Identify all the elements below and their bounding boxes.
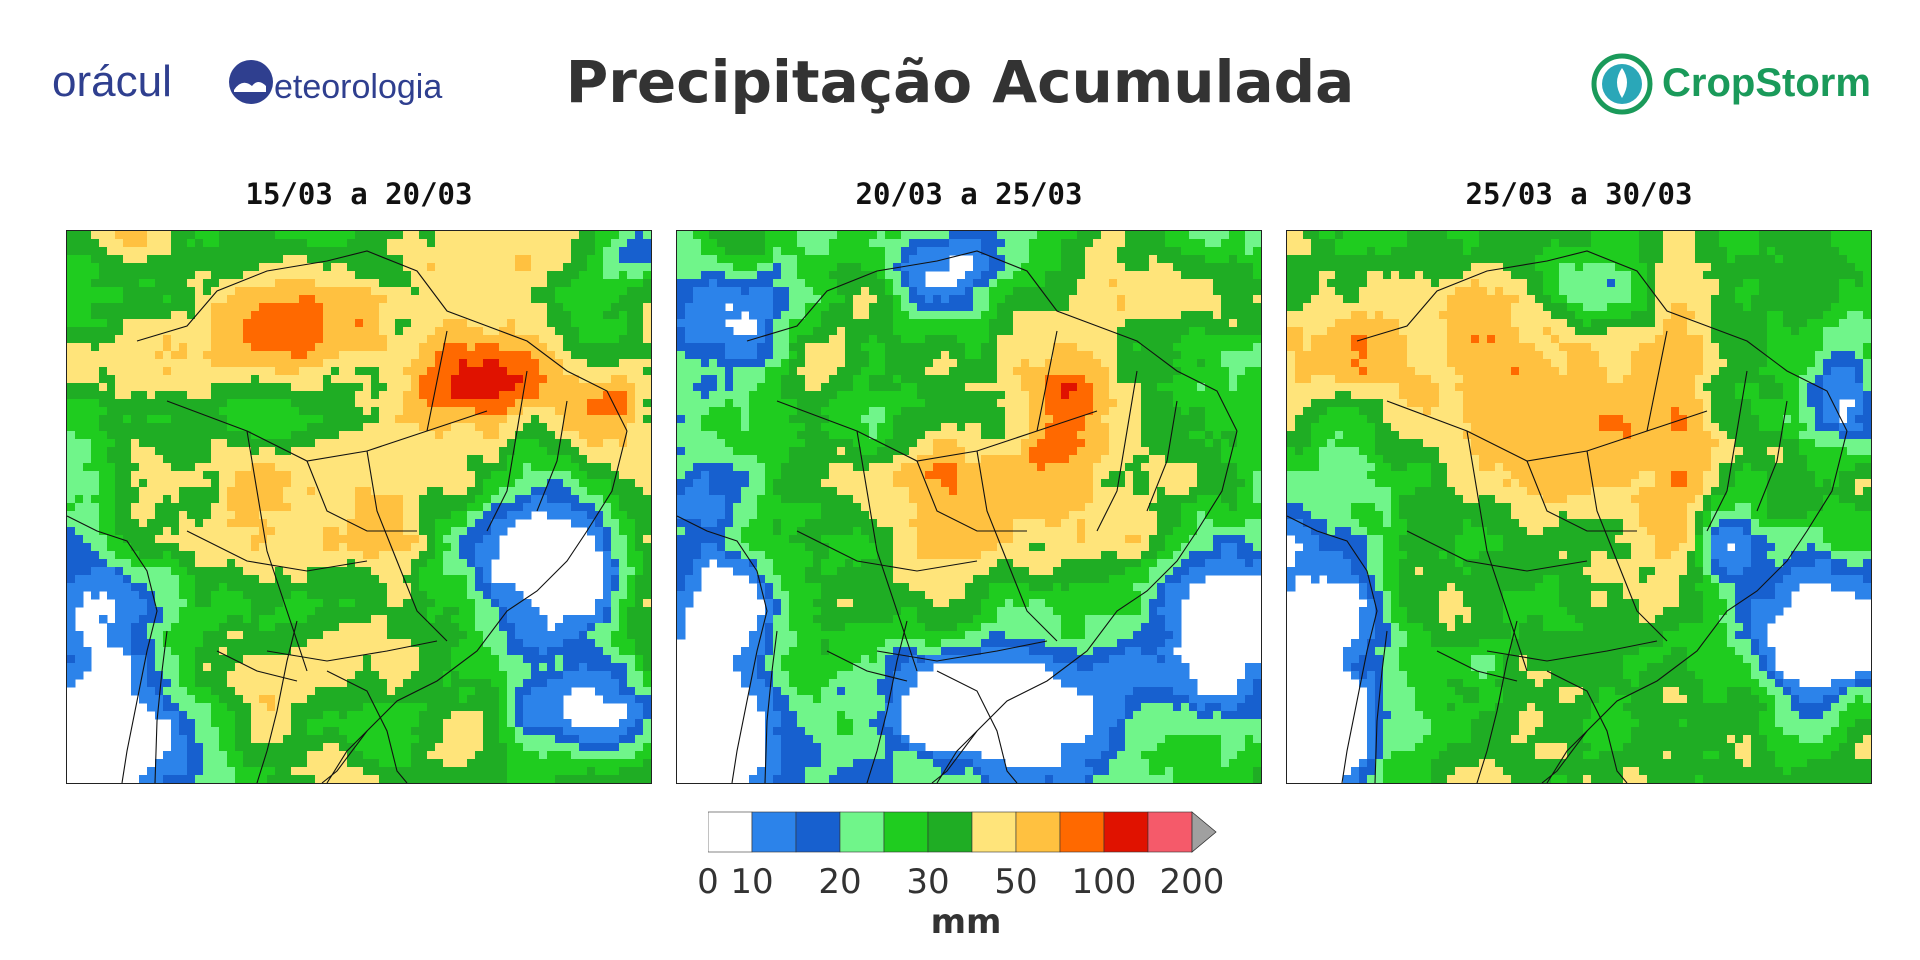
colorbar-segment	[839, 811, 885, 853]
colorbar-tick-label: 0	[697, 862, 719, 902]
colorbar-tick-label: 50	[994, 862, 1038, 902]
logo-right-text: CropStorm	[1662, 61, 1871, 105]
political-boundaries	[677, 250, 1238, 783]
colorbar-tick-label: 20	[818, 862, 862, 902]
colorbar-segment	[883, 811, 929, 853]
logo-left-cloud-icon	[229, 60, 273, 104]
map-1-svg	[67, 231, 651, 783]
precipitation-colorbar	[708, 810, 1224, 854]
colorbar-segment	[1103, 811, 1149, 853]
colorbar-segment	[1015, 811, 1061, 853]
colorbar-tick-label: 200	[1159, 862, 1225, 902]
precipitation-field	[1287, 231, 1871, 783]
precipitation-field	[67, 231, 651, 783]
colorbar-segment	[1147, 811, 1193, 853]
colorbar-segment	[708, 811, 753, 853]
colorbar-segment	[795, 811, 841, 853]
page-title: Precipitação Acumulada	[565, 48, 1355, 116]
map-2-svg	[677, 231, 1261, 783]
map-3-svg	[1287, 231, 1871, 783]
precipitation-map-panel-2	[676, 230, 1262, 784]
political-boundaries	[1287, 250, 1848, 783]
cropstorm-leaf-icon	[1617, 68, 1627, 98]
colorbar-tick-label: 10	[730, 862, 774, 902]
colorbar-segment	[751, 811, 797, 853]
panel-3-title: 25/03 a 30/03	[1465, 177, 1693, 211]
colorbar-extend-arrow	[1191, 811, 1217, 853]
panel-1-title: 15/03 a 20/03	[245, 177, 473, 211]
cropstorm-logo: CropStorm	[1590, 50, 1890, 120]
precipitation-field	[677, 231, 1261, 783]
precipitation-map-panel-1	[66, 230, 652, 784]
logo-left-text-part2: eteorologia	[274, 68, 442, 106]
political-boundaries	[67, 250, 628, 783]
colorbar-segment	[1059, 811, 1105, 853]
oraculo-meteorologia-logo: orácul eteorologia	[52, 48, 472, 116]
colorbar-segment	[971, 811, 1017, 853]
colorbar-tick-label: 100	[1071, 862, 1137, 902]
panel-2-title: 20/03 a 25/03	[855, 177, 1083, 211]
colorbar-unit: mm	[930, 902, 1002, 942]
cropstorm-ring-icon	[1591, 53, 1653, 115]
precipitation-map-panel-3	[1286, 230, 1872, 784]
colorbar-tick-label: 30	[906, 862, 950, 902]
colorbar-segment	[927, 811, 973, 853]
logo-left-text-part1: orácul	[52, 57, 172, 106]
